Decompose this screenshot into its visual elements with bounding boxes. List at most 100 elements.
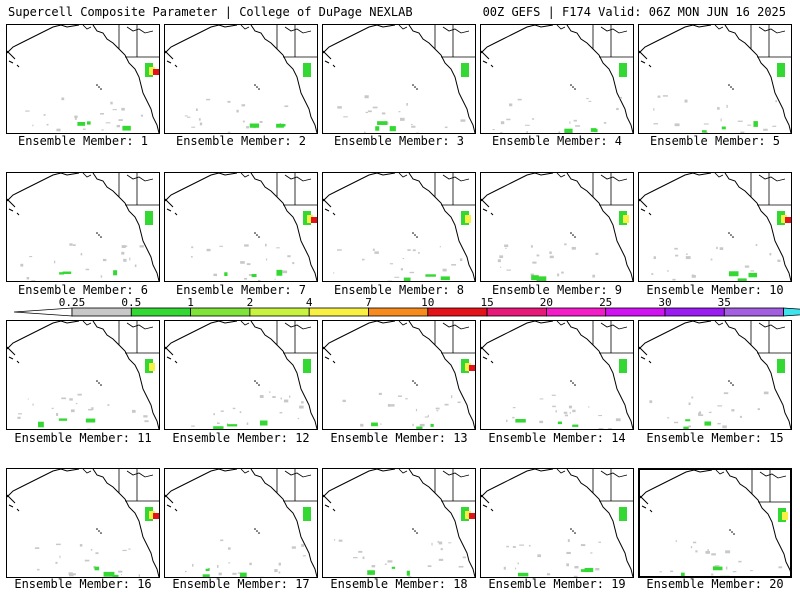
member-caption-prefix: Ensemble Member:	[646, 577, 770, 591]
scale-tick-label: 10	[421, 296, 435, 309]
member-caption: Ensemble Member: 14	[478, 431, 636, 445]
member-map-drawing	[7, 469, 159, 577]
member-map-drawing	[640, 470, 790, 576]
member-caption-prefix: Ensemble Member:	[17, 134, 141, 148]
scale-swatch	[546, 307, 607, 317]
member-number: 2	[298, 134, 307, 148]
member-caption-prefix: Ensemble Member:	[491, 283, 615, 297]
member-caption: Ensemble Member: 17	[162, 577, 320, 591]
ensemble-member-map	[638, 24, 792, 134]
member-number: 15	[769, 431, 784, 445]
member-caption-prefix: Ensemble Member:	[172, 577, 296, 591]
chart-title: Supercell Composite Parameter | College …	[8, 5, 413, 19]
member-map-drawing	[639, 173, 791, 281]
scale-swatch	[190, 307, 251, 317]
member-caption-prefix: Ensemble Member:	[646, 431, 770, 445]
member-caption: Ensemble Member: 16	[4, 577, 162, 591]
member-caption-prefix: Ensemble Member:	[330, 577, 454, 591]
scale-swatch	[249, 307, 310, 317]
member-map-drawing	[481, 469, 633, 577]
member-caption-prefix: Ensemble Member:	[646, 283, 770, 297]
ensemble-member-map	[480, 172, 634, 282]
ensemble-member-map	[480, 24, 634, 134]
member-caption: Ensemble Member: 19	[478, 577, 636, 591]
member-caption: Ensemble Member: 8	[320, 283, 478, 297]
member-map-drawing	[165, 25, 317, 133]
scale-arrow-right	[783, 307, 800, 317]
member-caption-prefix: Ensemble Member:	[14, 431, 138, 445]
scale-swatch	[664, 307, 725, 317]
scale-tick-label: 4	[305, 296, 313, 309]
ensemble-member-map	[6, 172, 160, 282]
ensemble-member-map	[164, 172, 318, 282]
member-number: 14	[611, 431, 626, 445]
member-caption-prefix: Ensemble Member:	[172, 431, 296, 445]
member-map-drawing	[7, 173, 159, 281]
member-number: 7	[298, 283, 307, 297]
scale-swatch	[308, 307, 369, 317]
ensemble-member-map	[6, 24, 160, 134]
member-number: 3	[456, 134, 465, 148]
scale-tick-label: 25	[599, 296, 613, 309]
ensemble-member-map	[6, 320, 160, 430]
member-caption-prefix: Ensemble Member:	[175, 134, 299, 148]
member-map-drawing	[481, 321, 633, 429]
member-number: 11	[137, 431, 152, 445]
member-caption: Ensemble Member: 4	[478, 134, 636, 148]
member-caption-prefix: Ensemble Member:	[330, 431, 454, 445]
scale-tick-label: 2	[246, 296, 254, 309]
member-caption: Ensemble Member: 11	[4, 431, 162, 445]
scale-tick-label: 20	[539, 296, 554, 309]
member-number: 10	[769, 283, 784, 297]
scale-tick-label: 30	[658, 296, 672, 309]
scale-arrow-left	[13, 307, 73, 317]
scale-swatch	[130, 307, 192, 317]
ensemble-member-map	[322, 172, 476, 282]
scale-tick-label: 0.25	[58, 296, 86, 309]
member-caption: Ensemble Member: 3	[320, 134, 478, 148]
member-caption: Ensemble Member: 13	[320, 431, 478, 445]
scale-tick-label: 0.5	[121, 296, 142, 309]
member-caption-prefix: Ensemble Member:	[491, 134, 615, 148]
member-number: 18	[453, 577, 468, 591]
member-number: 20	[769, 577, 784, 591]
member-map-drawing	[323, 469, 475, 577]
member-caption-prefix: Ensemble Member:	[488, 431, 612, 445]
member-number: 12	[295, 431, 310, 445]
member-map-drawing	[481, 25, 633, 133]
ensemble-member-map	[164, 468, 318, 578]
member-map-drawing	[165, 321, 317, 429]
member-map-drawing	[639, 321, 791, 429]
ensemble-member-map	[480, 468, 634, 578]
ensemble-member-map	[164, 320, 318, 430]
member-map-drawing	[7, 321, 159, 429]
member-number: 13	[453, 431, 468, 445]
member-map-drawing	[165, 173, 317, 281]
scale-swatch	[486, 307, 547, 317]
member-caption: Ensemble Member: 6	[4, 283, 162, 297]
member-caption: Ensemble Member: 20	[636, 577, 794, 591]
member-number: 17	[295, 577, 310, 591]
member-number: 1	[140, 134, 149, 148]
member-caption: Ensemble Member: 15	[636, 431, 794, 445]
scale-swatch	[605, 307, 666, 317]
member-caption-prefix: Ensemble Member:	[17, 283, 141, 297]
member-caption-prefix: Ensemble Member:	[488, 577, 612, 591]
member-number: 4	[614, 134, 623, 148]
scale-tick-label: 35	[717, 296, 731, 309]
member-number: 16	[137, 577, 152, 591]
ensemble-member-map	[638, 320, 792, 430]
ensemble-member-map	[480, 320, 634, 430]
member-map-drawing	[323, 321, 475, 429]
member-caption: Ensemble Member: 10	[636, 283, 794, 297]
member-caption: Ensemble Member: 5	[636, 134, 794, 148]
color-scale-bar	[13, 307, 800, 317]
member-map-drawing	[323, 173, 475, 281]
member-caption: Ensemble Member: 2	[162, 134, 320, 148]
scale-tick-label: 15	[480, 296, 494, 309]
member-caption: Ensemble Member: 9	[478, 283, 636, 297]
scale-swatch	[723, 307, 784, 317]
member-caption-prefix: Ensemble Member:	[175, 283, 299, 297]
member-caption: Ensemble Member: 18	[320, 577, 478, 591]
